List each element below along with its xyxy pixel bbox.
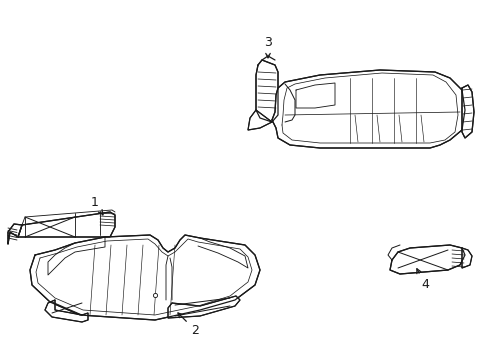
Text: 3: 3 — [264, 36, 271, 58]
Polygon shape — [461, 85, 473, 138]
Text: 1: 1 — [91, 197, 102, 215]
Polygon shape — [45, 300, 88, 322]
Polygon shape — [256, 60, 278, 122]
Polygon shape — [168, 296, 240, 318]
Text: 2: 2 — [178, 313, 199, 337]
Polygon shape — [30, 235, 260, 320]
Polygon shape — [389, 245, 464, 274]
Polygon shape — [461, 248, 471, 268]
Polygon shape — [18, 212, 115, 237]
Polygon shape — [271, 70, 464, 148]
Polygon shape — [247, 110, 271, 130]
Polygon shape — [8, 224, 22, 244]
Text: 4: 4 — [416, 269, 428, 292]
